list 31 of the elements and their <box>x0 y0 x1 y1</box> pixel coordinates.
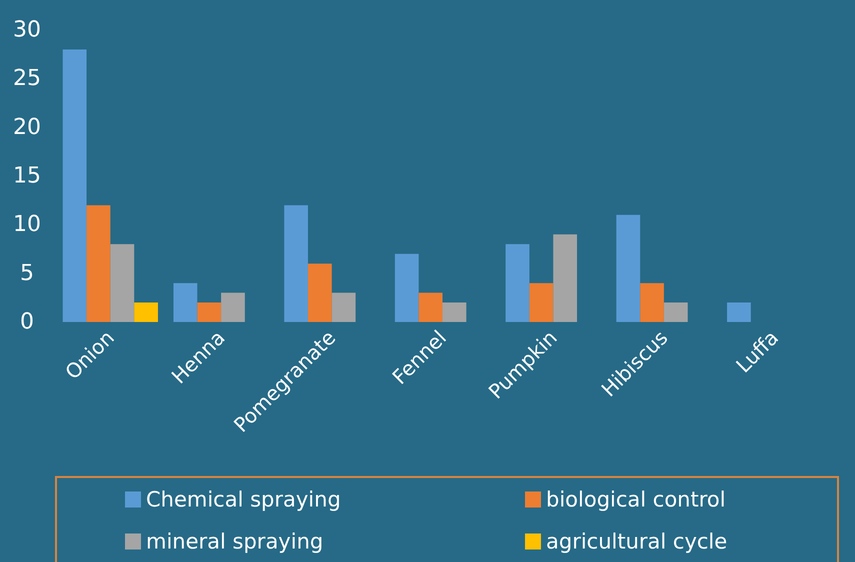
bar <box>284 205 308 322</box>
y-tick-label: 20 <box>13 114 41 140</box>
bar <box>418 292 442 322</box>
bar <box>442 302 466 322</box>
y-tick-label: 5 <box>20 260 34 286</box>
legend-label: agricultural cycle <box>546 530 728 554</box>
y-tick-label: 15 <box>13 164 41 188</box>
bar <box>529 283 554 322</box>
bar <box>197 302 222 322</box>
legend-label: Chemical spraying <box>146 488 341 512</box>
bar <box>110 244 134 322</box>
bar <box>221 292 245 322</box>
bar <box>173 283 198 322</box>
bar <box>86 205 110 322</box>
bar <box>308 264 332 322</box>
bar <box>727 302 751 322</box>
bar <box>553 234 578 322</box>
bar <box>616 214 640 322</box>
bar <box>664 302 688 322</box>
bar <box>394 254 419 322</box>
bar <box>506 244 530 322</box>
legend-label: mineral spraying <box>146 530 324 554</box>
bar <box>640 283 664 322</box>
y-tick-label: 10 <box>13 212 41 238</box>
bar <box>332 292 356 322</box>
bar <box>134 302 158 322</box>
bar <box>62 49 87 322</box>
y-tick-label: 25 <box>13 66 41 92</box>
y-tick-label: 0 <box>20 310 34 334</box>
legend-label: biological control <box>546 488 726 512</box>
y-tick-label: 30 <box>13 18 41 42</box>
